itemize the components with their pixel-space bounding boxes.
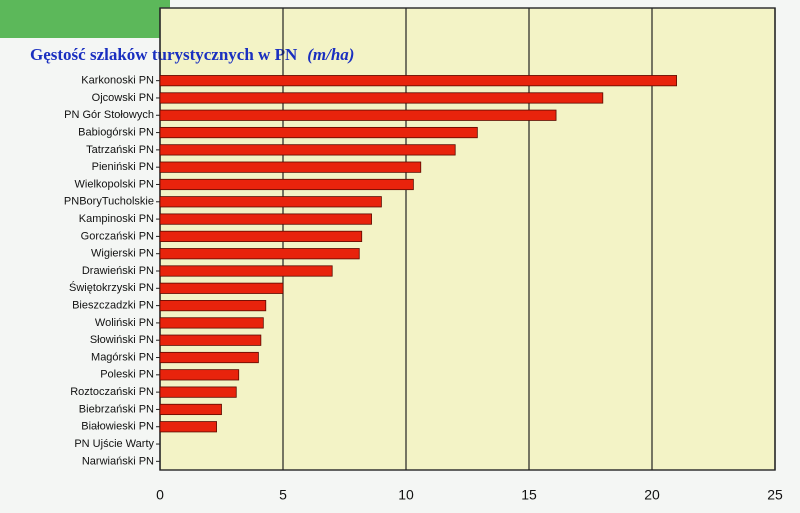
y-tick-label: Gorczański PN [81, 230, 154, 242]
y-tick-label: Biebrzański PN [79, 403, 154, 415]
y-tick-label: Karkonoski PN [81, 75, 154, 87]
y-tick-label: PNBoryTucholskie [64, 196, 154, 208]
y-tick-label: Tatrzański PN [86, 144, 154, 156]
y-tick-label: Wielkopolski PN [75, 178, 155, 190]
bar [159, 109, 557, 121]
y-tick-label: Babiogórski PN [78, 126, 154, 138]
bar [159, 386, 237, 398]
bar [159, 144, 456, 156]
bar [159, 403, 222, 416]
title-text: Gęstość szlaków turystycznych w PN [30, 45, 298, 64]
y-tick-label: Słowiński PN [90, 334, 154, 346]
title-unit: (m/ha) [307, 45, 354, 64]
bar [159, 230, 363, 242]
y-tick-label: Poleski PN [100, 369, 154, 381]
y-tick-label: Świętokrzyski PN [69, 281, 154, 294]
y-tick-label: Bieszczadzki PN [72, 300, 154, 312]
bar [159, 75, 677, 87]
x-tick-label: 5 [279, 487, 287, 503]
y-tick-label: Białowieski PN [81, 421, 154, 433]
bar [159, 334, 262, 346]
y-tick-label: Woliński PN [95, 317, 154, 329]
bar [159, 351, 259, 364]
y-tick-label: PN Gór Stołowych [64, 109, 154, 121]
y-tick-label: Ojcowski PN [92, 92, 154, 104]
y-tick-label: Kampinoski PN [79, 213, 154, 225]
bar [159, 421, 217, 433]
y-tick-label: Roztoczański PN [70, 386, 154, 398]
bar [159, 317, 264, 329]
bar [159, 282, 284, 294]
x-tick-label: 15 [521, 487, 537, 503]
bar [159, 369, 240, 381]
bar [159, 248, 360, 260]
x-tick-label: 25 [767, 487, 783, 503]
chart-title: Gęstość szlaków turystycznych w PN (m/ha) [30, 45, 354, 64]
bar [159, 161, 422, 173]
y-tick-label: Wigierski PN [91, 248, 154, 260]
bar [159, 300, 267, 312]
bar [159, 196, 382, 208]
y-tick-label: Drawieński PN [82, 265, 154, 277]
bar [159, 126, 478, 139]
bar [159, 265, 333, 277]
y-tick-label: PN Ujście Warty [74, 438, 154, 450]
bar [159, 92, 604, 104]
bar [159, 213, 372, 225]
x-tick-label: 0 [156, 487, 164, 503]
x-tick-label: 20 [644, 487, 660, 503]
y-tick-label: Narwiański PN [82, 455, 154, 467]
y-tick-label: Magórski PN [91, 351, 154, 363]
slide-banner [0, 0, 170, 38]
bar [159, 178, 414, 191]
x-tick-label: 10 [398, 487, 414, 503]
y-tick-label: Pieniński PN [92, 161, 154, 173]
